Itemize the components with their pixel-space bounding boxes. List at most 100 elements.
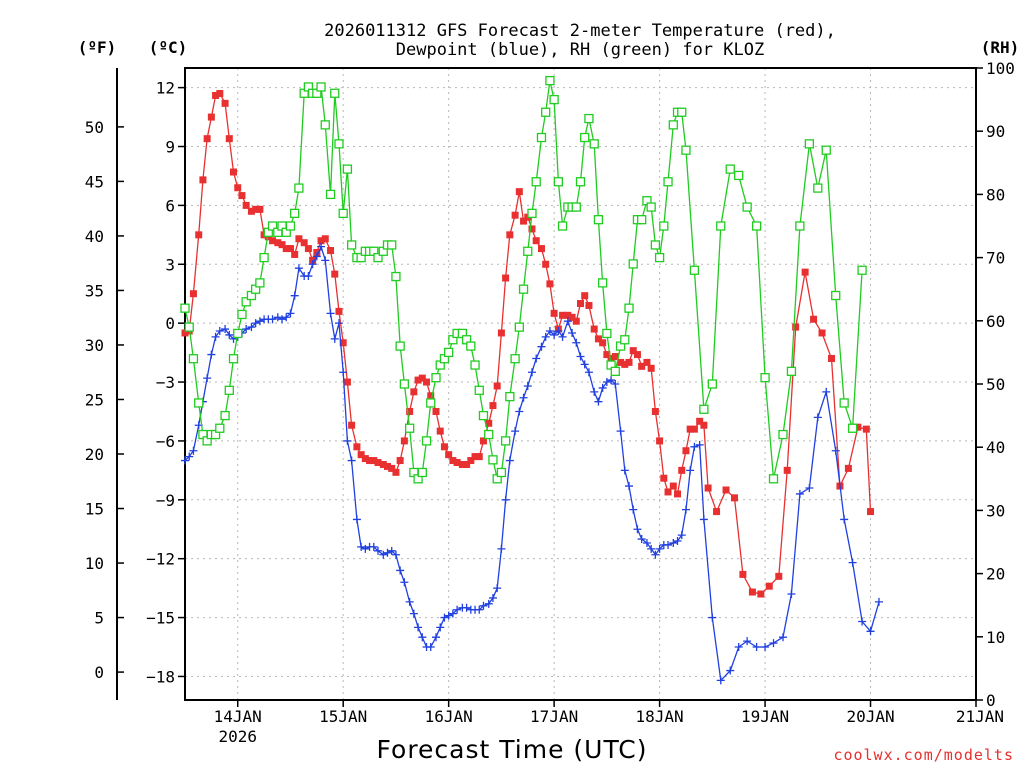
temperature-point	[269, 237, 277, 245]
rh-point	[342, 164, 353, 174]
rh-point	[553, 177, 564, 187]
temperature-point	[427, 392, 435, 400]
dewpoint-point	[874, 597, 883, 606]
temperature-point	[493, 382, 501, 390]
temperature-point	[577, 300, 584, 308]
temperature-point	[775, 572, 783, 580]
temperature-point	[489, 402, 497, 410]
rh-point	[804, 139, 815, 149]
dewpoint-point	[795, 489, 804, 498]
rh-point	[584, 113, 594, 124]
temperature-point	[234, 184, 242, 192]
temperature-point	[572, 317, 580, 325]
dewpoint-point	[391, 550, 400, 559]
rh-tick-label: 80	[986, 185, 1005, 204]
rh-point	[589, 139, 599, 149]
temperature-point	[696, 417, 704, 425]
dewpoint-point	[396, 566, 405, 575]
rh-point	[431, 373, 441, 383]
dewpoint-point	[247, 323, 256, 332]
temperature-point	[278, 241, 286, 249]
fahrenheit-unit-label: (ºF)	[78, 38, 117, 57]
temperature-point	[664, 488, 672, 496]
dewpoint-point	[761, 643, 770, 652]
time-tick-label: 20JAN	[846, 707, 894, 726]
dewpoint-point	[681, 505, 690, 514]
dewpoint-point	[708, 613, 717, 622]
rh-point	[395, 341, 405, 351]
plot-frame	[184, 67, 977, 701]
temperature-point	[247, 207, 255, 215]
rh-point	[734, 170, 744, 181]
dewpoint-point	[484, 599, 493, 608]
temperature-point	[423, 378, 431, 386]
rh-point	[699, 404, 709, 414]
dewpoint-point	[726, 666, 735, 675]
temperature-point	[603, 351, 611, 359]
temperature-point	[617, 358, 625, 366]
temperature-point	[388, 464, 396, 472]
temperature-point	[392, 468, 400, 476]
temperature-point	[370, 457, 378, 465]
temperature-point	[357, 451, 365, 459]
rh-point	[760, 373, 770, 383]
rh-point	[527, 208, 537, 219]
celsius-tick-label: −15	[146, 609, 175, 628]
temperature-point	[304, 245, 312, 253]
dewpoint-point	[347, 456, 356, 465]
dewpoint-point	[488, 593, 497, 602]
dewpoint-point	[308, 260, 317, 269]
rh-point	[624, 303, 634, 313]
dewpoint-point	[858, 617, 867, 626]
temperature-point	[216, 90, 224, 98]
temperature-point	[230, 168, 238, 176]
dewpoint-point	[787, 590, 796, 599]
rh-unit-label: (RH)	[981, 38, 1020, 57]
temperature-point	[331, 270, 339, 278]
dewpoint-point	[501, 495, 510, 504]
time-tick-label: 14JAN	[214, 707, 262, 726]
rh-point	[496, 467, 507, 478]
temperature-point	[633, 351, 641, 359]
dewpoint-point	[545, 327, 554, 336]
rh-point	[294, 183, 304, 193]
rh-point	[778, 429, 788, 440]
dewpoint-point	[616, 427, 625, 436]
rh-point	[549, 94, 559, 105]
temperature-point	[335, 307, 343, 315]
celsius-tick-label: −9	[156, 491, 175, 510]
chart-title-line-1: 2026011312 GFS Forecast 2-meter Temperat…	[324, 21, 836, 41]
dewpoint-point	[462, 603, 471, 612]
dewpoint-point	[527, 368, 536, 377]
fahrenheit-tick-label: 5	[94, 609, 104, 628]
dewpoint-point	[448, 609, 457, 618]
source-credit: coolwx.com/modelts	[833, 746, 1014, 764]
temperature-point	[327, 247, 335, 255]
dewpoint-point	[405, 597, 414, 606]
temperature-point	[458, 460, 466, 468]
series-2-meter-temperature	[181, 90, 875, 598]
dewpoint-point	[426, 643, 435, 652]
dewpoint-point	[822, 387, 831, 396]
time-tick-label: 15JAN	[319, 707, 367, 726]
temperature-point	[818, 329, 826, 337]
dewpoint-point	[590, 387, 599, 396]
temperature-point	[844, 464, 852, 472]
rh-point	[646, 202, 656, 212]
dewpoint-point	[211, 332, 220, 341]
temperature-point	[651, 407, 659, 415]
dewpoint-point	[690, 442, 699, 451]
temperature-point	[242, 201, 250, 209]
rh-point	[637, 215, 647, 225]
rh-point	[768, 474, 779, 484]
rh-point	[681, 145, 691, 155]
gridlines	[185, 68, 976, 700]
dewpoint-point	[374, 546, 383, 555]
dewpoint-point	[361, 544, 370, 553]
rh-point	[387, 240, 397, 250]
temperature-point	[291, 250, 299, 258]
rh-point	[220, 410, 230, 421]
temperature-point	[625, 358, 633, 366]
rh-point	[184, 322, 194, 332]
temperature-point	[638, 362, 646, 370]
